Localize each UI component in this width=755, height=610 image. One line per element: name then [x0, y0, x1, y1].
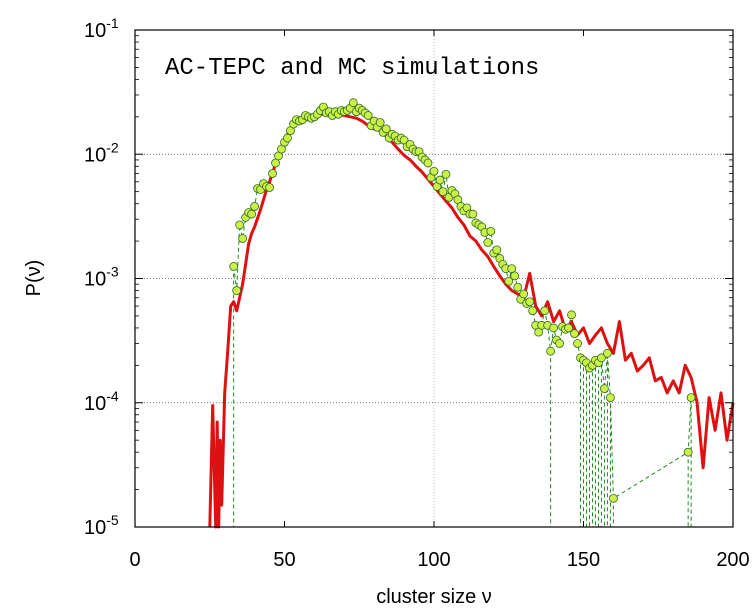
data-point	[573, 339, 582, 348]
data-point	[229, 262, 239, 271]
data-point	[429, 166, 439, 176]
data-point	[268, 169, 277, 178]
y-tick-label: 10-5	[84, 512, 119, 539]
y-tick-base: 10	[84, 144, 106, 166]
series-solid	[208, 112, 735, 529]
data-point	[686, 393, 696, 403]
data-point	[238, 234, 248, 243]
data-point	[555, 339, 564, 348]
data-point	[504, 276, 514, 286]
y-tick-base: 10	[84, 20, 106, 42]
data-point	[603, 348, 612, 358]
data-point	[540, 306, 550, 316]
data-point	[510, 271, 520, 281]
data-point	[525, 297, 535, 307]
y-axis-label: P(ν)	[23, 260, 45, 297]
data-point	[567, 310, 576, 320]
y-tick-exponent: -2	[106, 139, 119, 155]
series-dashed	[233, 101, 692, 527]
data-point	[348, 98, 358, 108]
y-tick-base: 10	[84, 269, 106, 291]
data-point	[438, 187, 448, 197]
data-point	[283, 133, 292, 143]
data-point	[381, 124, 391, 134]
data-point	[492, 245, 502, 255]
y-tick-base: 10	[84, 393, 106, 415]
x-tick-label: 150	[567, 549, 600, 571]
y-tick-label: 10-4	[84, 388, 119, 415]
data-point	[606, 393, 615, 403]
y-tick-label: 10-1	[84, 15, 119, 42]
data-point	[375, 118, 385, 127]
data-point	[609, 493, 618, 503]
x-tick-label: 0	[129, 549, 140, 571]
data-point	[250, 202, 260, 211]
data-point	[441, 169, 451, 179]
data-point	[546, 346, 556, 356]
data-point	[528, 306, 538, 316]
ticks	[134, 29, 734, 528]
markers	[229, 98, 696, 503]
data-point	[513, 282, 523, 292]
data-point	[468, 209, 478, 219]
grid	[135, 30, 733, 527]
data-point	[564, 323, 573, 333]
chart-title: AC-TEPC and MC simulations	[165, 55, 539, 82]
data-point	[600, 384, 609, 393]
data-point	[507, 264, 517, 274]
data-point	[519, 289, 529, 299]
x-tick-label: 200	[716, 549, 749, 571]
x-axis-label: cluster size ν	[376, 586, 492, 608]
data-point	[232, 286, 242, 295]
data-point	[549, 323, 558, 333]
x-tick-label: 50	[273, 549, 295, 571]
data-point	[363, 111, 373, 120]
data-point	[435, 175, 445, 185]
y-tick-label: 10-2	[84, 139, 119, 166]
data-point	[483, 238, 493, 247]
data-point	[265, 183, 274, 192]
data-point	[570, 329, 579, 339]
x-tick-label: 100	[417, 549, 450, 571]
y-tick-exponent: -1	[106, 15, 119, 31]
data-point	[597, 353, 606, 363]
series-solid-line	[208, 112, 735, 529]
plot-frame	[134, 29, 734, 528]
y-tick-label: 10-3	[84, 264, 119, 291]
data-point	[423, 158, 433, 168]
data-point	[486, 226, 496, 236]
y-tick-exponent: -3	[106, 264, 119, 280]
series-markers-line	[233, 101, 692, 500]
data-point	[247, 209, 257, 219]
y-tick-base: 10	[84, 517, 106, 539]
data-point	[235, 220, 245, 230]
y-tick-exponent: -4	[106, 388, 119, 404]
data-point	[683, 447, 693, 457]
y-tick-exponent: -5	[106, 512, 119, 528]
